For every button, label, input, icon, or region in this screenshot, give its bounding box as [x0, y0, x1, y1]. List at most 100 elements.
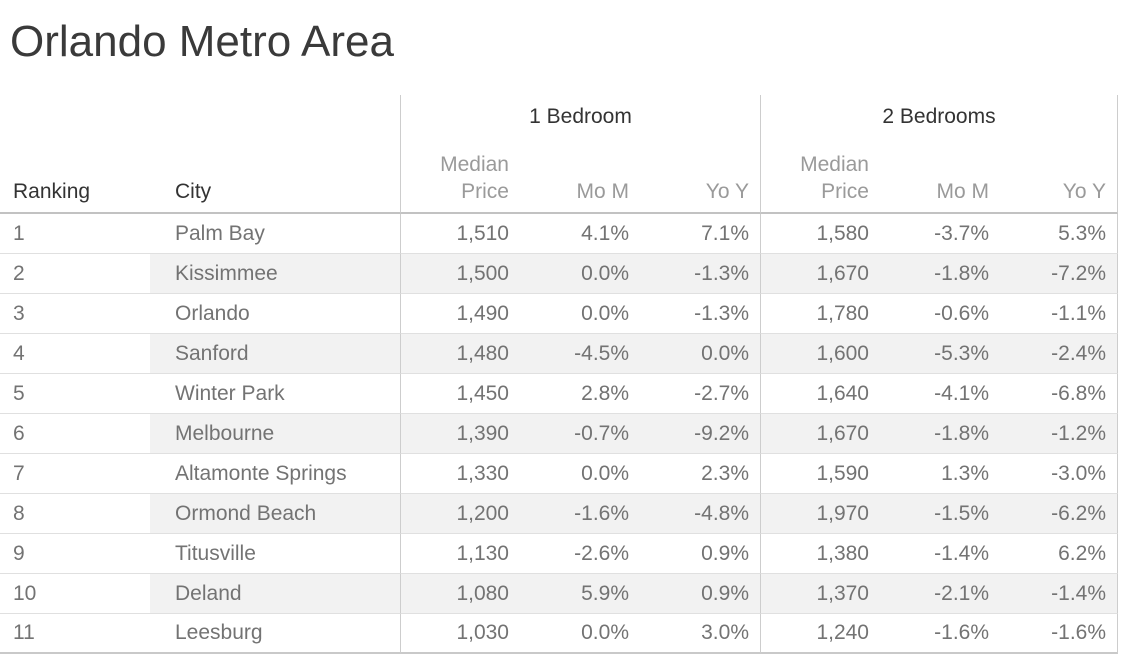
value-cell[interactable]: -4.1% — [880, 374, 1000, 414]
value-cell[interactable]: -9.2% — [640, 414, 760, 454]
city-cell[interactable]: Kissimmee — [150, 254, 400, 294]
value-cell[interactable]: 1,510 — [400, 214, 520, 254]
value-cell[interactable]: -1.2% — [1000, 414, 1118, 454]
value-cell[interactable]: 1,780 — [760, 294, 880, 334]
ranking-cell[interactable]: 10 — [0, 574, 150, 614]
value-cell[interactable]: 1,500 — [400, 254, 520, 294]
column-header-ranking[interactable]: Ranking — [0, 133, 150, 214]
column-header-label: Median Price — [440, 153, 509, 204]
column-header-1br-median-price[interactable]: Median Price — [400, 133, 520, 214]
value-cell[interactable]: 1,970 — [760, 494, 880, 534]
value-cell[interactable]: -3.0% — [1000, 454, 1118, 494]
city-cell[interactable]: Sanford — [150, 334, 400, 374]
value-cell[interactable]: 0.9% — [640, 534, 760, 574]
value-cell[interactable]: 1,370 — [760, 574, 880, 614]
value-cell[interactable]: -0.6% — [880, 294, 1000, 334]
value-cell[interactable]: 0.9% — [640, 574, 760, 614]
value-cell[interactable]: 5.3% — [1000, 214, 1118, 254]
value-cell[interactable]: -2.7% — [640, 374, 760, 414]
value-cell[interactable]: 0.0% — [520, 254, 640, 294]
city-cell[interactable]: Palm Bay — [150, 214, 400, 254]
value-cell[interactable]: 0.0% — [520, 294, 640, 334]
value-cell[interactable]: -1.1% — [1000, 294, 1118, 334]
column-group-1-bedroom[interactable]: 1 Bedroom — [400, 95, 760, 133]
ranking-cell[interactable]: 5 — [0, 374, 150, 414]
value-cell[interactable]: -6.8% — [1000, 374, 1118, 414]
column-header-city[interactable]: City — [150, 133, 400, 214]
city-cell[interactable]: Titusville — [150, 534, 400, 574]
value-cell[interactable]: 3.0% — [640, 614, 760, 654]
column-header-label: Median Price — [800, 153, 869, 204]
column-header-2br-mom[interactable]: Mo M — [880, 133, 1000, 214]
value-cell[interactable]: 1,450 — [400, 374, 520, 414]
value-cell[interactable]: -2.1% — [880, 574, 1000, 614]
value-cell[interactable]: 0.0% — [520, 614, 640, 654]
city-cell[interactable]: Leesburg — [150, 614, 400, 654]
value-cell[interactable]: -3.7% — [880, 214, 1000, 254]
ranking-cell[interactable]: 3 — [0, 294, 150, 334]
value-cell[interactable]: 1,580 — [760, 214, 880, 254]
ranking-cell[interactable]: 7 — [0, 454, 150, 494]
city-cell[interactable]: Altamonte Springs — [150, 454, 400, 494]
value-cell[interactable]: 1,080 — [400, 574, 520, 614]
value-cell[interactable]: -6.2% — [1000, 494, 1118, 534]
value-cell[interactable]: -1.3% — [640, 254, 760, 294]
ranking-cell[interactable]: 8 — [0, 494, 150, 534]
value-cell[interactable]: 1,640 — [760, 374, 880, 414]
value-cell[interactable]: -4.5% — [520, 334, 640, 374]
value-cell[interactable]: -7.2% — [1000, 254, 1118, 294]
value-cell[interactable]: 6.2% — [1000, 534, 1118, 574]
value-cell[interactable]: 1,200 — [400, 494, 520, 534]
value-cell[interactable]: 1,330 — [400, 454, 520, 494]
value-cell[interactable]: 1.3% — [880, 454, 1000, 494]
value-cell[interactable]: -4.8% — [640, 494, 760, 534]
value-cell[interactable]: -1.8% — [880, 254, 1000, 294]
city-cell[interactable]: Ormond Beach — [150, 494, 400, 534]
column-header-2br-median-price[interactable]: Median Price — [760, 133, 880, 214]
city-cell[interactable]: Orlando — [150, 294, 400, 334]
value-cell[interactable]: -1.3% — [640, 294, 760, 334]
value-cell[interactable]: -2.6% — [520, 534, 640, 574]
value-cell[interactable]: -0.7% — [520, 414, 640, 454]
value-cell[interactable]: -1.5% — [880, 494, 1000, 534]
city-cell[interactable]: Deland — [150, 574, 400, 614]
value-cell[interactable]: -2.4% — [1000, 334, 1118, 374]
value-cell[interactable]: -1.6% — [520, 494, 640, 534]
ranking-cell[interactable]: 4 — [0, 334, 150, 374]
value-cell[interactable]: -1.6% — [880, 614, 1000, 654]
value-cell[interactable]: 1,670 — [760, 254, 880, 294]
ranking-cell[interactable]: 1 — [0, 214, 150, 254]
value-cell[interactable]: -5.3% — [880, 334, 1000, 374]
value-cell[interactable]: 1,030 — [400, 614, 520, 654]
value-cell[interactable]: 1,670 — [760, 414, 880, 454]
value-cell[interactable]: -1.8% — [880, 414, 1000, 454]
value-cell[interactable]: 1,490 — [400, 294, 520, 334]
value-cell[interactable]: 1,600 — [760, 334, 880, 374]
city-cell[interactable]: Winter Park — [150, 374, 400, 414]
value-cell[interactable]: 1,590 — [760, 454, 880, 494]
city-cell[interactable]: Melbourne — [150, 414, 400, 454]
column-header-2br-yoy[interactable]: Yo Y — [1000, 133, 1118, 214]
value-cell[interactable]: 1,480 — [400, 334, 520, 374]
value-cell[interactable]: 1,130 — [400, 534, 520, 574]
value-cell[interactable]: 4.1% — [520, 214, 640, 254]
value-cell[interactable]: -1.6% — [1000, 614, 1118, 654]
column-group-2-bedrooms[interactable]: 2 Bedrooms — [760, 95, 1118, 133]
column-header-1br-yoy[interactable]: Yo Y — [640, 133, 760, 214]
value-cell[interactable]: 1,390 — [400, 414, 520, 454]
value-cell[interactable]: 1,380 — [760, 534, 880, 574]
value-cell[interactable]: 5.9% — [520, 574, 640, 614]
ranking-cell[interactable]: 11 — [0, 614, 150, 654]
ranking-cell[interactable]: 9 — [0, 534, 150, 574]
value-cell[interactable]: -1.4% — [1000, 574, 1118, 614]
value-cell[interactable]: 7.1% — [640, 214, 760, 254]
value-cell[interactable]: 2.3% — [640, 454, 760, 494]
value-cell[interactable]: 1,240 — [760, 614, 880, 654]
column-header-1br-mom[interactable]: Mo M — [520, 133, 640, 214]
value-cell[interactable]: -1.4% — [880, 534, 1000, 574]
ranking-cell[interactable]: 2 — [0, 254, 150, 294]
value-cell[interactable]: 0.0% — [520, 454, 640, 494]
value-cell[interactable]: 0.0% — [640, 334, 760, 374]
value-cell[interactable]: 2.8% — [520, 374, 640, 414]
ranking-cell[interactable]: 6 — [0, 414, 150, 454]
